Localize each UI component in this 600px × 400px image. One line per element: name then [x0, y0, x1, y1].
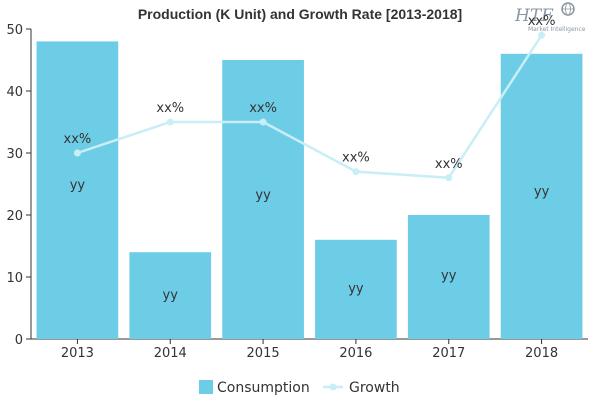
bar-data-label: yy — [255, 188, 271, 203]
bar-data-label: yy — [163, 288, 179, 303]
x-axis: 2013 2014 2015 2016 2017 2018 — [31, 338, 588, 361]
legend-label-growth: Growth — [349, 380, 400, 396]
x-tick-label: 2014 — [154, 346, 187, 361]
bar — [407, 215, 490, 339]
x-tick-label: 2016 — [339, 346, 372, 361]
bar — [129, 252, 212, 339]
growth-line — [77, 34, 543, 180]
growth-data-label: xx% — [435, 157, 463, 172]
growth-point — [259, 118, 267, 126]
growth-data-label: xx% — [528, 14, 556, 29]
y-tick-label: 50 — [6, 23, 23, 38]
logo-subtext: Market Intelligence — [528, 26, 586, 33]
line-series: xx% xx% xx% xx% xx% xx% — [64, 14, 556, 182]
legend-swatch-consumption — [199, 380, 213, 394]
legend-label-consumption: Consumption — [217, 380, 310, 396]
bar-series: yy yy yy yy yy yy — [36, 41, 583, 340]
y-tick-label: 20 — [6, 209, 23, 224]
growth-point — [166, 118, 174, 126]
y-axis: 0 10 20 30 40 50 — [6, 23, 32, 348]
growth-data-label: xx% — [64, 132, 92, 147]
bar-data-label: yy — [70, 178, 86, 193]
x-tick-label: 2018 — [525, 346, 558, 361]
bar-data-label: yy — [534, 185, 550, 200]
bar-data-label: yy — [441, 269, 457, 284]
growth-point — [445, 174, 453, 182]
bar — [315, 239, 397, 339]
y-tick-label: 40 — [6, 85, 23, 100]
x-tick-label: 2015 — [247, 346, 280, 361]
y-tick-label: 30 — [6, 147, 23, 162]
chart-title: Production (K Unit) and Growth Rate [201… — [138, 6, 462, 22]
growth-data-label: xx% — [342, 151, 370, 166]
bar — [222, 60, 304, 339]
globe-meridian — [565, 2, 571, 16]
brand-logo: HTF Market Intelligence — [514, 2, 586, 33]
y-tick-label: 10 — [6, 271, 23, 286]
logo-text: HTF — [514, 6, 554, 26]
growth-point — [538, 31, 546, 39]
x-tick-label: 2013 — [61, 346, 94, 361]
growth-point — [352, 168, 360, 176]
legend-marker-growth — [329, 383, 337, 391]
legend: Consumption Growth — [199, 380, 400, 396]
growth-data-label: xx% — [249, 101, 277, 116]
y-tick-label: 0 — [15, 333, 23, 348]
bar-data-label: yy — [348, 281, 364, 296]
x-tick-label: 2017 — [432, 346, 465, 361]
growth-data-label: xx% — [156, 101, 184, 116]
bar — [500, 53, 583, 340]
growth-point — [73, 149, 81, 157]
bar — [36, 41, 119, 340]
